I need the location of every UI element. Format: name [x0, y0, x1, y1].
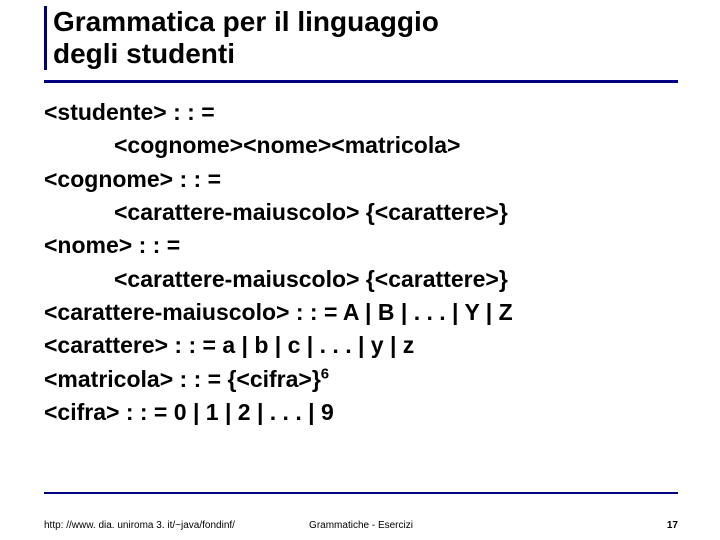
title-line-2: degli studenti — [53, 38, 693, 70]
grammar-line-2: <cognome><nome><matricola> — [44, 129, 684, 162]
grammar-line-9-sup: 6 — [321, 365, 329, 382]
title-underline — [44, 80, 678, 83]
grammar-line-5: <nome> : : = — [44, 232, 180, 258]
grammar-line-9a: <matricola> : : = {<cifra>} — [44, 366, 321, 392]
title-block: Grammatica per il linguaggio degli stude… — [44, 6, 693, 70]
title-line-1: Grammatica per il linguaggio — [53, 6, 693, 38]
footer-divider — [44, 492, 678, 494]
grammar-line-4: <carattere-maiuscolo> {<carattere>} — [44, 196, 684, 229]
grammar-content: <studente> : : = <cognome><nome><matrico… — [44, 96, 684, 429]
grammar-line-8: <carattere> : : = a | b | c | . . . | y … — [44, 332, 414, 358]
grammar-line-1: <studente> : : = — [44, 99, 215, 125]
grammar-line-3: <cognome> : : = — [44, 166, 221, 192]
page-number: 17 — [667, 520, 678, 531]
grammar-line-6: <carattere-maiuscolo> {<carattere>} — [44, 263, 684, 296]
grammar-line-9: <matricola> : : = {<cifra>}6 — [44, 366, 329, 392]
grammar-line-10: <cifra> : : = 0 | 1 | 2 | . . . | 9 — [44, 399, 334, 425]
grammar-line-7: <carattere-maiuscolo> : : = A | B | . . … — [44, 299, 513, 325]
slide: Grammatica per il linguaggio degli stude… — [0, 0, 720, 540]
footer-center: Grammatiche - Esercizi — [44, 520, 678, 531]
